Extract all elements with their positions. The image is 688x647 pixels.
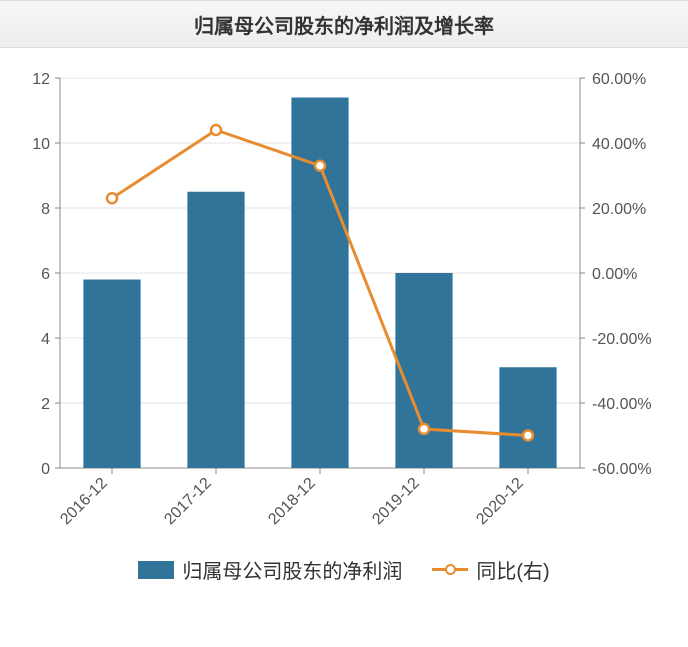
svg-text:2020-12: 2020-12 <box>473 475 527 529</box>
chart-area: 0 2 4 6 8 10 12 -60.00% -40.00% -20.00% 0.00% 20.00… <box>0 48 688 588</box>
svg-text:2016-12: 2016-12 <box>57 475 111 529</box>
svg-text:0: 0 <box>41 461 50 478</box>
legend-bar-swatch <box>138 561 174 579</box>
legend-line-label: 同比(右) <box>476 555 549 584</box>
svg-text:6: 6 <box>41 266 50 283</box>
svg-text:12: 12 <box>32 71 50 88</box>
svg-text:8: 8 <box>41 201 50 218</box>
chart-title: 归属母公司股东的净利润及增长率 <box>194 10 494 39</box>
svg-text:20.00%: 20.00% <box>592 201 646 218</box>
svg-text:2019-12: 2019-12 <box>369 475 423 529</box>
svg-text:4: 4 <box>41 331 50 348</box>
svg-text:60.00%: 60.00% <box>592 71 646 88</box>
legend-item-bar: 归属母公司股东的净利润 <box>138 555 402 584</box>
svg-text:40.00%: 40.00% <box>592 136 646 153</box>
legend-bar-label: 归属母公司股东的净利润 <box>182 555 402 584</box>
chart-container: 归属母公司股东的净利润及增长率 0 2 4 6 8 10 12 -60.00% -40.00% -… <box>0 0 688 647</box>
svg-text:-60.00%: -60.00% <box>592 461 652 478</box>
title-bar: 归属母公司股东的净利润及增长率 <box>0 0 688 48</box>
chart-svg: 0 2 4 6 8 10 12 -60.00% -40.00% -20.00% 0.00% 20.00… <box>0 48 688 548</box>
svg-text:2017-12: 2017-12 <box>161 475 215 529</box>
legend-line-swatch <box>432 561 468 579</box>
svg-text:-40.00%: -40.00% <box>592 396 652 413</box>
svg-text:10: 10 <box>32 136 50 153</box>
svg-text:2018-12: 2018-12 <box>265 475 319 529</box>
svg-text:2: 2 <box>41 396 50 413</box>
legend-item-line: 同比(右) <box>432 555 549 584</box>
svg-text:0.00%: 0.00% <box>592 266 637 283</box>
svg-text:-20.00%: -20.00% <box>592 331 652 348</box>
legend: 归属母公司股东的净利润 同比(右) <box>0 555 688 584</box>
